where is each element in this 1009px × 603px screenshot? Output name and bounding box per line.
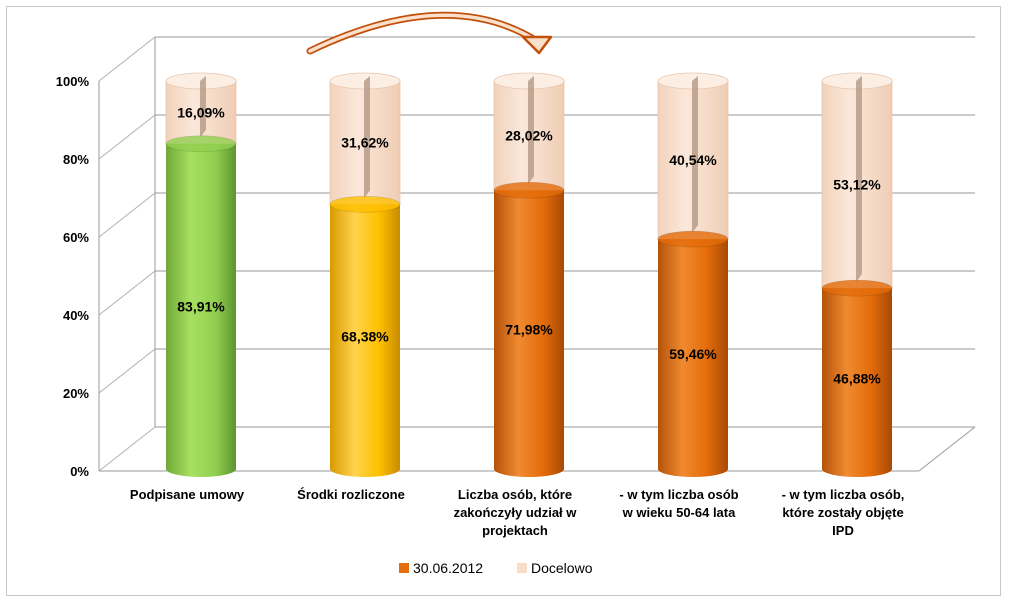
category-label: Środki rozliczone	[297, 487, 405, 502]
category-label: w wieku 50-64 lata	[622, 505, 736, 520]
data-label-value: 83,91%	[177, 298, 225, 314]
category-label: - w tym liczba osób	[619, 487, 738, 502]
gridlines	[98, 36, 976, 472]
category-label: Podpisane umowy	[130, 487, 245, 502]
bar-group	[493, 72, 565, 477]
data-label-value: 46,88%	[833, 371, 881, 387]
category-label: - w tym liczba osób,	[782, 487, 905, 502]
bar-group	[657, 72, 729, 477]
bar-target-shaft	[692, 76, 698, 234]
category-label: zakończyły udział w	[454, 505, 578, 520]
bar-group	[329, 72, 401, 477]
bar-value-top	[657, 230, 729, 248]
data-label-value: 71,98%	[505, 322, 553, 338]
data-label-value: 68,38%	[341, 329, 389, 345]
bar-target-shaft	[200, 76, 206, 138]
stacked-cylinder-chart: 0% 20% 40% 60% 80% 100% 16,09% 83,91% 31,62% 68,…	[56, 11, 976, 576]
bar-value-top	[329, 195, 401, 213]
bar-value-body	[330, 204, 400, 477]
y-tick-label: 40%	[63, 308, 89, 323]
bar-group	[165, 72, 237, 477]
bars	[165, 72, 893, 477]
bar-value-top	[821, 279, 893, 297]
data-label-target: 31,62%	[341, 135, 389, 151]
gridline-side	[98, 426, 156, 472]
legend-label: 30.06.2012	[413, 560, 483, 576]
legend-label: Docelowo	[531, 560, 593, 576]
legend: 30.06.2012 Docelowo	[399, 560, 593, 576]
y-tick-label: 100%	[56, 74, 90, 89]
gridline-side	[98, 36, 156, 82]
y-axis: 0% 20% 40% 60% 80% 100%	[56, 74, 90, 479]
gridline-side	[98, 192, 156, 238]
data-label-value: 59,46%	[669, 346, 717, 362]
category-label: projektach	[482, 523, 548, 538]
y-tick-label: 60%	[63, 230, 89, 245]
annotation-arrow	[306, 11, 553, 55]
y-tick-label: 80%	[63, 152, 89, 167]
y-tick-label: 0%	[70, 464, 89, 479]
bar-value-top	[165, 135, 237, 153]
data-label-target: 53,12%	[833, 177, 881, 193]
gridline-side	[98, 348, 156, 394]
data-label-target: 28,02%	[505, 128, 553, 144]
arrow-head	[521, 35, 553, 55]
category-label: Liczba osób, które	[458, 487, 572, 502]
bar-value-body	[822, 288, 892, 477]
gridline-side	[98, 114, 156, 160]
category-label: IPD	[832, 523, 854, 538]
arrow-body-outline	[306, 11, 541, 55]
x-axis-categories: Podpisane umowy Środki rozliczone Liczba o…	[130, 487, 904, 538]
bar-target-shaft	[856, 76, 862, 283]
data-labels: 16,09% 83,91% 31,62% 68,38% 28,02% 71,98% 40,5…	[177, 104, 881, 386]
chart-frame: 0% 20% 40% 60% 80% 100% 16,09% 83,91% 31,62% 68,…	[6, 6, 1001, 596]
data-label-target: 16,09%	[177, 104, 225, 120]
legend-swatch	[399, 563, 409, 573]
arrow-body	[308, 13, 539, 53]
gridline-side	[98, 270, 156, 316]
bar-value-body	[494, 190, 564, 477]
floor-right-edge	[918, 426, 976, 472]
legend-swatch	[517, 563, 527, 573]
data-label-target: 40,54%	[669, 152, 717, 168]
category-label: które zostały objęte	[782, 505, 903, 520]
bar-group	[821, 72, 893, 477]
bar-value-body	[658, 239, 728, 477]
bar-target-shaft	[364, 76, 370, 199]
y-tick-label: 20%	[63, 386, 89, 401]
bar-value-top	[493, 181, 565, 199]
bar-target-shaft	[528, 76, 534, 185]
bar-value-body	[166, 143, 236, 477]
